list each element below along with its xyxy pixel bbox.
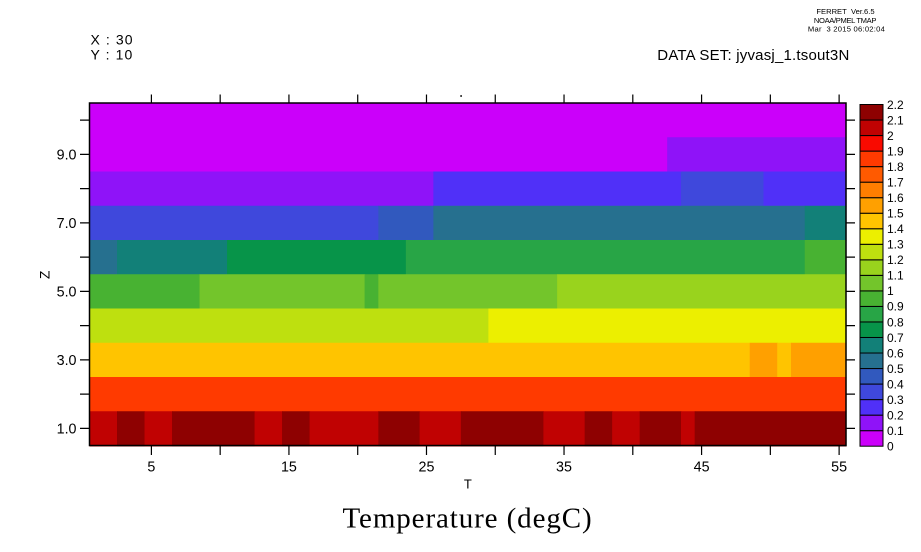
svg-text:0.8: 0.8 (887, 315, 904, 329)
svg-text:1.2: 1.2 (887, 253, 904, 267)
svg-text:0: 0 (887, 440, 894, 454)
svg-text:1.6: 1.6 (887, 191, 904, 205)
svg-text:FERRET Ver.6.5: FERRET Ver.6.5 (816, 7, 874, 16)
svg-text:3.0: 3.0 (57, 353, 77, 369)
svg-text:1.8: 1.8 (887, 160, 904, 174)
svg-text:35: 35 (556, 460, 572, 476)
svg-text:X : 30: X : 30 (91, 32, 134, 48)
svg-text:1.9: 1.9 (887, 144, 904, 158)
svg-text:DATA SET: jyvasj_1.tsout3N: DATA SET: jyvasj_1.tsout3N (657, 47, 849, 64)
svg-text:2.2: 2.2 (887, 98, 904, 112)
svg-text:0.4: 0.4 (887, 377, 904, 391)
svg-text:7.0: 7.0 (57, 216, 77, 232)
svg-text:9.0: 9.0 (57, 148, 77, 164)
svg-text:1.1: 1.1 (887, 269, 904, 283)
svg-text:0.9: 0.9 (887, 300, 904, 314)
svg-text:2: 2 (887, 129, 894, 143)
svg-text:5.0: 5.0 (57, 285, 77, 301)
svg-text:45: 45 (694, 460, 710, 476)
svg-text:25: 25 (419, 460, 435, 476)
svg-text:1.3: 1.3 (887, 238, 904, 252)
svg-text:0.3: 0.3 (887, 393, 904, 407)
svg-text:5: 5 (147, 460, 155, 476)
svg-text:1.7: 1.7 (887, 175, 904, 189)
svg-text:T: T (464, 477, 472, 492)
svg-text:55: 55 (831, 460, 847, 476)
svg-text:0.6: 0.6 (887, 346, 904, 360)
svg-text:1.4: 1.4 (887, 222, 904, 236)
svg-text:0.7: 0.7 (887, 331, 904, 345)
svg-text:0.5: 0.5 (887, 362, 904, 376)
svg-text:Y : 10: Y : 10 (91, 46, 134, 62)
svg-text:Mar 3 2015 06:02:04: Mar 3 2015 06:02:04 (808, 25, 885, 34)
svg-text:15: 15 (281, 460, 297, 476)
svg-text:1: 1 (887, 284, 894, 298)
svg-text:0.2: 0.2 (887, 408, 904, 422)
svg-text:1.5: 1.5 (887, 207, 904, 221)
svg-text:Z: Z (37, 270, 53, 279)
svg-text:1.0: 1.0 (57, 422, 77, 438)
svg-text:0.1: 0.1 (887, 424, 904, 438)
svg-text:Temperature (degC): Temperature (degC) (342, 503, 592, 535)
svg-text:NOAA/PMEL TMAP: NOAA/PMEL TMAP (814, 16, 876, 25)
svg-text:2.1: 2.1 (887, 113, 904, 127)
